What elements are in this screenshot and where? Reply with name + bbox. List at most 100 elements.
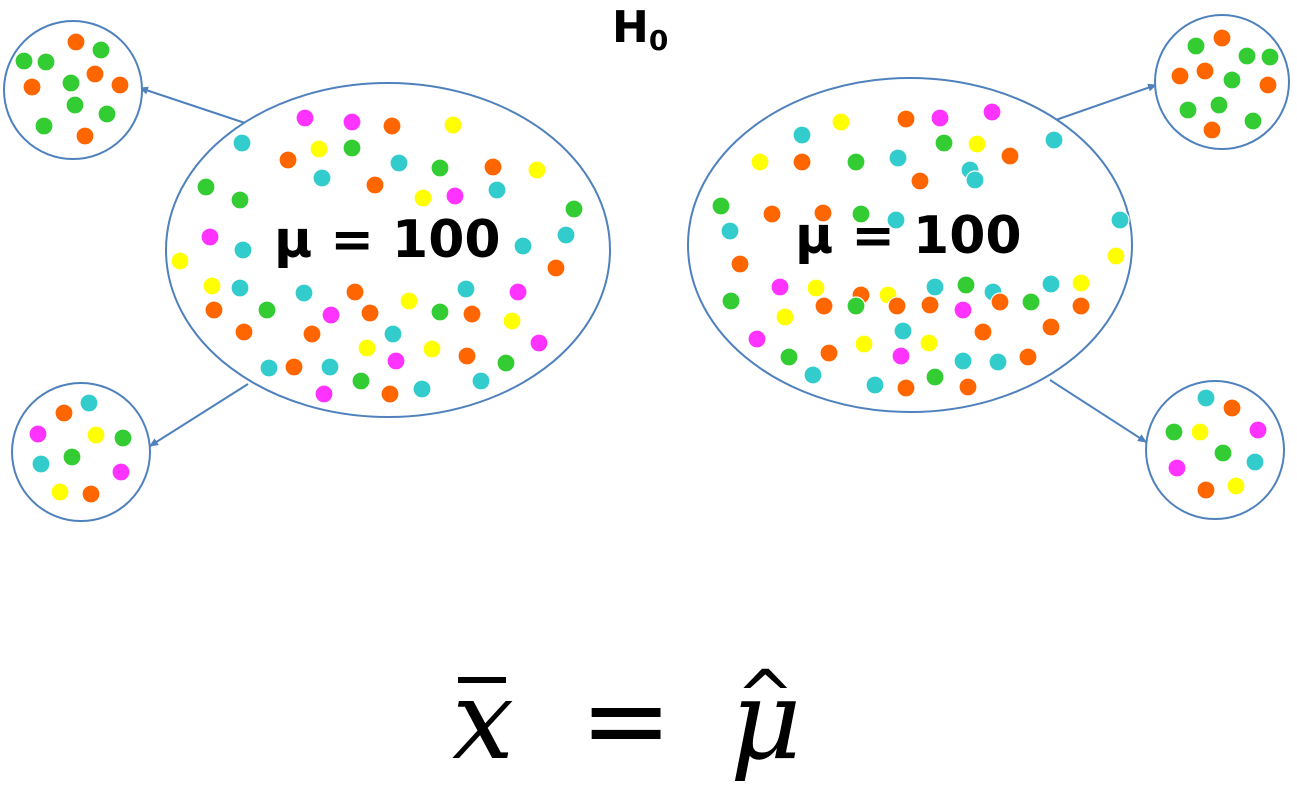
sample-dot bbox=[196, 177, 216, 197]
sample-dot bbox=[1222, 398, 1242, 418]
sample-dot bbox=[564, 199, 584, 219]
sample-dot bbox=[422, 339, 442, 359]
estimate-hat-accent: ^ bbox=[736, 655, 795, 737]
sample-dot bbox=[920, 295, 940, 315]
sample-dot bbox=[887, 296, 907, 316]
sample-dot bbox=[1044, 130, 1064, 150]
sample-dot bbox=[380, 384, 400, 404]
sample-dot bbox=[445, 186, 465, 206]
sample-dot bbox=[1106, 246, 1126, 266]
sample-dot bbox=[896, 378, 916, 398]
sample-dot bbox=[770, 277, 790, 297]
sample-dot bbox=[730, 254, 750, 274]
hypothesis-subscript: 0 bbox=[648, 24, 669, 57]
sample-dot bbox=[357, 338, 377, 358]
sample-dot bbox=[1196, 388, 1216, 408]
sample-dot bbox=[259, 358, 279, 378]
sample-dot bbox=[1196, 480, 1216, 500]
sample-dot bbox=[1041, 317, 1061, 337]
sample-dot bbox=[487, 180, 507, 200]
sample-dot bbox=[988, 352, 1008, 372]
sample-dot bbox=[170, 251, 190, 271]
equals-sign: = bbox=[580, 656, 673, 784]
sample-dot bbox=[956, 275, 976, 295]
population-mean-label-right: μ = 100 bbox=[795, 206, 1022, 266]
sample-dot bbox=[1178, 100, 1198, 120]
sample-dot bbox=[31, 454, 51, 474]
sample-dot bbox=[846, 152, 866, 172]
sample-dot bbox=[831, 112, 851, 132]
sample-dot bbox=[720, 221, 740, 241]
sample-dot bbox=[295, 108, 315, 128]
sample-dot bbox=[79, 393, 99, 413]
sample-dot bbox=[14, 51, 34, 71]
sample-dot bbox=[953, 300, 973, 320]
sample-dot bbox=[1186, 36, 1206, 56]
sample-dot bbox=[750, 152, 770, 172]
sample-dot bbox=[965, 170, 985, 190]
sample-dot bbox=[36, 52, 56, 72]
sample-dot bbox=[232, 133, 252, 153]
sample-dot bbox=[1243, 111, 1263, 131]
sample-dot bbox=[762, 204, 782, 224]
sample-dot bbox=[1071, 273, 1091, 293]
sample-dot bbox=[1018, 347, 1038, 367]
sample-dot bbox=[320, 357, 340, 377]
sample-dot bbox=[34, 116, 54, 136]
sample-dot bbox=[513, 236, 533, 256]
sample-dot bbox=[865, 375, 885, 395]
sample-dot bbox=[891, 346, 911, 366]
sample-dot bbox=[97, 104, 117, 124]
sample-dot bbox=[294, 283, 314, 303]
sample-arrow-right-top bbox=[1049, 83, 1157, 123]
sample-dot bbox=[893, 321, 913, 341]
sample-dot bbox=[278, 150, 298, 170]
sample-dot bbox=[86, 425, 106, 445]
sample-dot bbox=[502, 311, 522, 331]
sample-dot bbox=[457, 346, 477, 366]
sample-mean-symbol: x bbox=[452, 656, 515, 784]
sample-dot bbox=[284, 357, 304, 377]
sample-mean-bar-accent bbox=[458, 677, 506, 683]
sample-dot bbox=[1260, 47, 1280, 67]
sample-dot bbox=[792, 125, 812, 145]
sample-dot bbox=[546, 258, 566, 278]
sample-dot bbox=[22, 77, 42, 97]
sample-dot bbox=[386, 351, 406, 371]
sample-dot bbox=[819, 343, 839, 363]
sample-dot bbox=[65, 95, 85, 115]
sample-dot bbox=[973, 322, 993, 342]
sample-dot bbox=[200, 227, 220, 247]
estimator-equation: x = ^ μ bbox=[440, 656, 840, 795]
mu-hat-symbol: μ bbox=[730, 656, 802, 784]
sample-dot bbox=[1167, 458, 1187, 478]
sample-left-bottom bbox=[11, 382, 151, 522]
sample-dot bbox=[314, 384, 334, 404]
sample-dot bbox=[342, 112, 362, 132]
sample-dot bbox=[202, 276, 222, 296]
sample-dot bbox=[28, 424, 48, 444]
sample-dot bbox=[886, 210, 906, 230]
sample-dot bbox=[54, 403, 74, 423]
sample-dot bbox=[967, 134, 987, 154]
sample-dot bbox=[62, 447, 82, 467]
sample-dot bbox=[851, 204, 871, 224]
sample-dot bbox=[81, 484, 101, 504]
null-hypothesis-label: H0 bbox=[612, 6, 668, 55]
sample-dot bbox=[365, 175, 385, 195]
sample-dot bbox=[483, 157, 503, 177]
sample-dot bbox=[360, 303, 380, 323]
sample-dot bbox=[747, 329, 767, 349]
sample-dot bbox=[1212, 28, 1232, 48]
sample-dot bbox=[982, 102, 1002, 122]
sample-dot bbox=[412, 379, 432, 399]
sample-dot bbox=[529, 333, 549, 353]
sample-dot bbox=[230, 190, 250, 210]
sample-dot bbox=[233, 240, 253, 260]
sample-dot bbox=[91, 40, 111, 60]
sample-dot bbox=[1195, 61, 1215, 81]
sample-dot bbox=[1258, 75, 1278, 95]
sample-dot bbox=[925, 367, 945, 387]
sample-dot bbox=[1110, 210, 1130, 230]
sample-dot bbox=[1041, 274, 1061, 294]
